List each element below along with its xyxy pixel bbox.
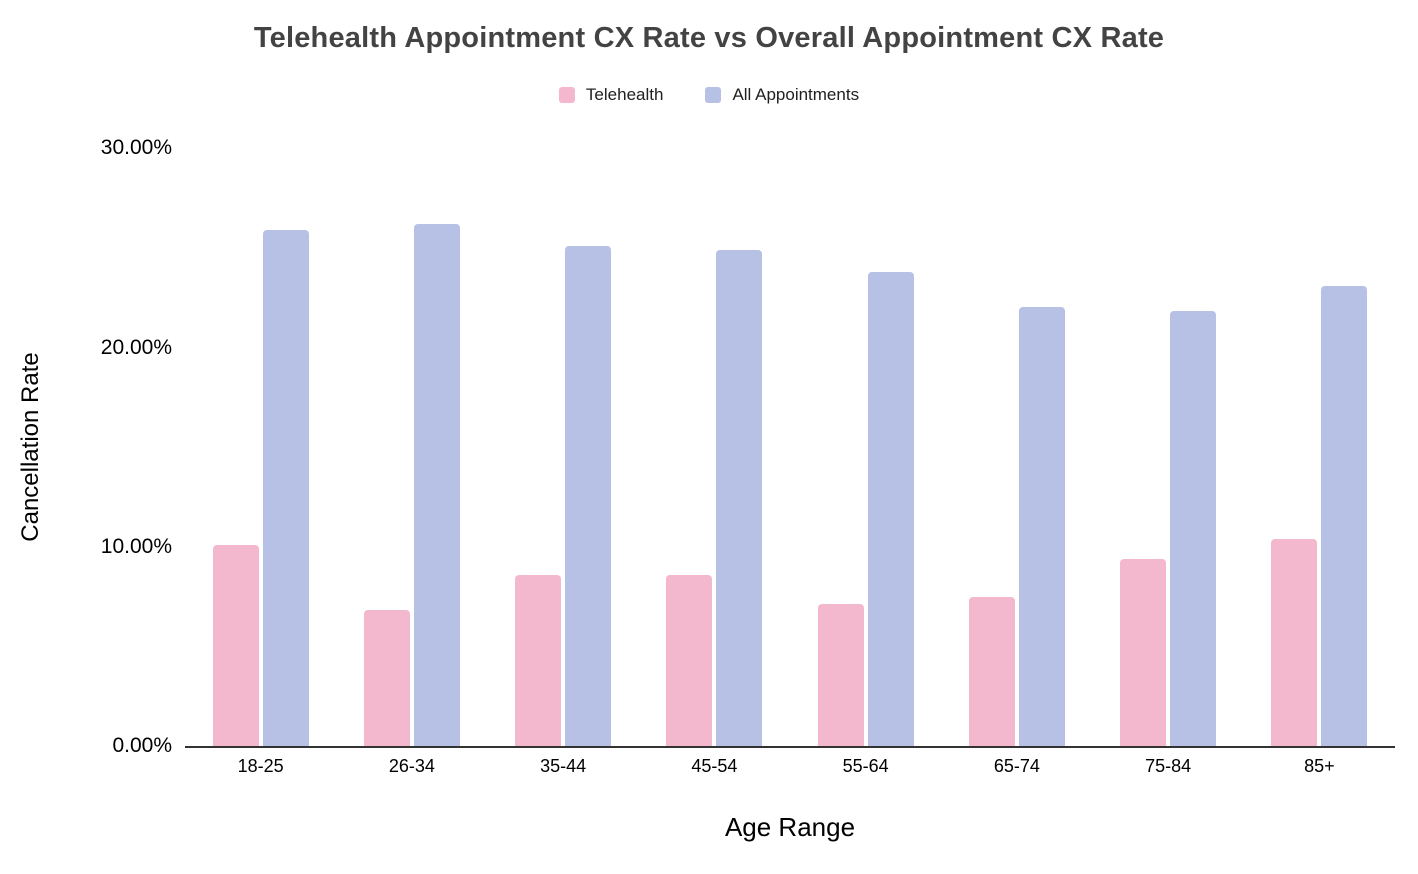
bar-group-26-34 [336, 148, 487, 746]
bar-telehealth-18-25 [212, 544, 259, 746]
bar-group-85+ [1244, 148, 1395, 746]
x-tick-label-85+: 85+ [1304, 756, 1335, 776]
legend-swatch-all-appointments [705, 87, 722, 103]
bar-all-appointments-18-25 [262, 229, 309, 746]
y-tick-label-30: 30.00% [100, 136, 172, 160]
x-tick-label-26-34: 26-34 [388, 756, 435, 776]
x-tick-label-55-64: 55-64 [842, 756, 889, 776]
x-tick-label-75-84: 75-84 [1145, 756, 1192, 776]
bar-all-appointments-55-64 [867, 271, 914, 746]
x-tick-label-65-74: 65-74 [993, 756, 1040, 776]
bar-telehealth-35-44 [515, 574, 562, 746]
bar-all-appointments-65-74 [1018, 307, 1065, 746]
bar-group-75-84 [1093, 148, 1244, 746]
bar-telehealth-45-54 [666, 574, 713, 746]
bar-group-35-44 [488, 148, 639, 746]
x-tick-label-18-25: 18-25 [237, 756, 284, 776]
y-tick-label-10: 10.00% [100, 535, 172, 559]
y-tick-label-20: 20.00% [100, 335, 172, 359]
plot-area [185, 148, 1395, 748]
legend-item-telehealth: Telehealth [558, 85, 664, 105]
legend-item-all-appointments: All Appointments [705, 85, 859, 105]
bar-group-65-74 [941, 148, 1092, 746]
y-tick-label-0: 0.00% [112, 734, 172, 758]
chart-title: Telehealth Appointment CX Rate vs Overal… [253, 22, 1165, 54]
bar-all-appointments-85+ [1321, 285, 1368, 746]
bar-all-appointments-26-34 [413, 223, 460, 746]
bar-group-18-25 [185, 148, 336, 746]
bar-telehealth-55-64 [817, 604, 864, 746]
x-tick-label-35-44: 35-44 [540, 756, 587, 776]
x-axis-title: Age Range [724, 812, 856, 842]
legend-swatch-telehealth [558, 87, 575, 103]
y-axis-ticks: 0.00% 10.00% 20.00% 30.00% [0, 136, 172, 757]
bar-group-55-64 [790, 148, 941, 746]
bar-all-appointments-75-84 [1170, 311, 1217, 746]
bar-telehealth-75-84 [1120, 558, 1167, 746]
bar-all-appointments-45-54 [716, 249, 763, 746]
legend-label-all-appointments: All Appointments [732, 85, 860, 104]
bar-all-appointments-35-44 [565, 245, 612, 746]
legend-label-telehealth: Telehealth [585, 85, 664, 104]
legend: Telehealth All Appointments [0, 85, 1418, 105]
bar-telehealth-65-74 [968, 596, 1015, 746]
x-axis-labels: 18-25 26-34 35-44 45-54 55-64 65-74 75-84 85+ [185, 756, 1395, 777]
x-tick-label-45-54: 45-54 [691, 756, 738, 776]
bar-telehealth-26-34 [363, 610, 410, 746]
bar-telehealth-85+ [1271, 538, 1318, 746]
bar-group-45-54 [639, 148, 790, 746]
